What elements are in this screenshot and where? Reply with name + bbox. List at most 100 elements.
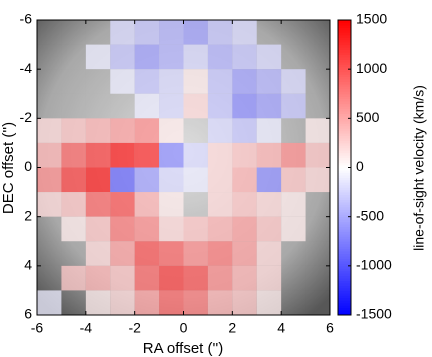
heatmap-cell <box>183 241 208 266</box>
colorbar-slice <box>338 110 351 114</box>
colorbar-slice <box>338 29 351 33</box>
y-tick-label: 6 <box>24 306 32 322</box>
colorbar-slice <box>338 115 351 119</box>
heatmap-cell <box>85 69 111 94</box>
heatmap-cell <box>183 93 208 119</box>
colorbar-slice <box>338 51 351 55</box>
heatmap-cell <box>281 93 306 119</box>
heatmap-cell <box>305 192 330 217</box>
colorbar-slice <box>338 283 351 286</box>
colorbar-slice <box>338 265 351 269</box>
cells <box>37 20 330 315</box>
heatmap-cell <box>110 216 135 242</box>
heatmap-cell <box>159 20 184 45</box>
heatmap-cell <box>134 265 160 291</box>
colorbar-tick-label: -1000 <box>356 257 392 273</box>
colorbar-slice <box>338 172 351 176</box>
colorbar-slice <box>338 292 351 296</box>
heatmap-cell <box>207 265 233 291</box>
colorbar-slice <box>338 177 351 181</box>
heatmap-cell <box>281 69 306 94</box>
heatmap-cell <box>256 93 282 119</box>
colorbar-slice <box>338 312 351 316</box>
heatmap-cell <box>134 93 160 119</box>
heatmap-cell <box>159 118 184 143</box>
colorbar-slice <box>338 128 351 132</box>
colorbar-tick-label: 0 <box>356 158 364 174</box>
x-tick-label: -6 <box>31 320 44 336</box>
heatmap-cell <box>232 290 257 315</box>
heatmap-cell <box>85 142 111 168</box>
colorbar-slice <box>338 285 351 289</box>
heatmap-cell <box>232 167 257 193</box>
heatmap-cell <box>134 20 160 45</box>
colorbar-slice <box>338 221 351 225</box>
heatmap-cell <box>207 20 233 45</box>
y-tick-label: -4 <box>20 60 33 76</box>
heatmap-cell <box>256 216 282 242</box>
x-tick-label: 0 <box>180 320 188 336</box>
colorbar-slice <box>338 216 351 220</box>
colorbar-slice <box>338 125 351 129</box>
colorbar-slice <box>338 157 351 161</box>
colorbar-slice <box>338 96 351 100</box>
colorbar-slice <box>338 204 351 208</box>
y-tick-label: 2 <box>24 207 32 223</box>
colorbar-slice <box>338 174 351 178</box>
colorbar-slice <box>338 64 351 68</box>
colorbar-slice <box>338 34 351 38</box>
heatmap-cell <box>183 192 208 217</box>
heatmap-cell <box>232 69 257 94</box>
colorbar-slice <box>338 61 351 65</box>
colorbar-slice <box>338 22 351 26</box>
colorbar-slice <box>338 103 351 107</box>
heatmap-cell <box>37 69 62 94</box>
heatmap-cell <box>232 142 257 168</box>
heatmap-cell <box>110 118 135 143</box>
colorbar-slice <box>338 297 351 301</box>
heatmap-cell <box>37 167 62 193</box>
colorbar-slice <box>338 101 351 105</box>
heatmap-cell <box>134 118 160 143</box>
heatmap-cell <box>159 93 184 119</box>
heatmap-cell <box>207 192 233 217</box>
heatmap-cell <box>110 167 135 193</box>
colorbar-slice <box>338 211 351 215</box>
heatmap-cell <box>61 69 86 94</box>
colorbar-slice <box>338 47 351 50</box>
heatmap-cell <box>207 290 233 315</box>
heatmap-cell <box>61 167 86 193</box>
colorbar-slice <box>338 160 351 164</box>
heatmap-cell <box>207 241 233 266</box>
colorbar-slice <box>338 24 351 28</box>
heatmap-cell <box>37 20 62 45</box>
heatmap-cell <box>183 167 208 193</box>
heatmap-cell <box>305 44 330 70</box>
colorbar-slice <box>338 76 351 80</box>
heatmap-cell <box>232 216 257 242</box>
colorbar-slice <box>338 152 351 156</box>
colorbar-slice <box>338 256 351 259</box>
heatmap-cell <box>183 290 208 315</box>
colorbar-slice <box>338 251 351 255</box>
colorbar-slice <box>338 199 351 203</box>
heatmap-cell <box>256 118 282 143</box>
colorbar-slice <box>338 300 351 304</box>
heatmap-cell <box>159 192 184 217</box>
colorbar-slice <box>338 295 351 299</box>
colorbar-slice <box>338 71 351 75</box>
heatmap-cell <box>305 118 330 143</box>
colorbar-slice <box>338 209 351 213</box>
heatmap-cell <box>134 290 160 315</box>
colorbar-slice <box>338 305 351 309</box>
colorbar-slice <box>338 219 351 223</box>
heatmap-cell <box>134 216 160 242</box>
colorbar-slice <box>338 273 351 277</box>
heatmap-cell <box>256 69 282 94</box>
heatmap-cell <box>159 167 184 193</box>
colorbar-slice <box>338 179 351 183</box>
heatmap-cell <box>134 241 160 266</box>
heatmap-cell <box>110 20 135 45</box>
colorbar-tick-label: 1500 <box>356 11 387 27</box>
colorbar-slice <box>338 236 351 240</box>
